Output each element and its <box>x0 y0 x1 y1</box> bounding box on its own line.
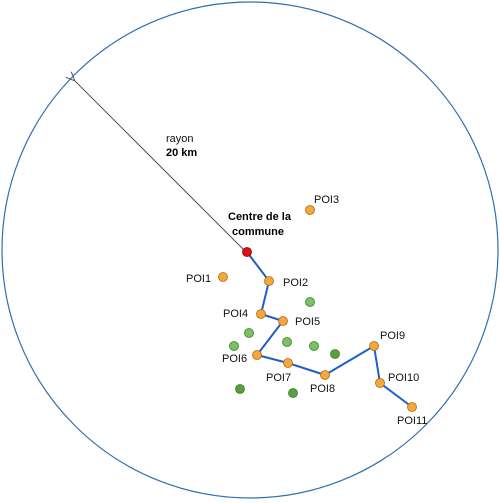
poi2-label: POI2 <box>283 277 308 289</box>
poi11-label: POI11 <box>397 415 427 427</box>
poi10-label: POI10 <box>388 372 419 384</box>
poi9-label: POI9 <box>380 330 405 342</box>
poi6-marker <box>252 350 262 360</box>
green-point <box>244 328 254 338</box>
poi11-marker <box>407 402 417 412</box>
poi5-marker <box>278 316 288 326</box>
green-point <box>235 384 245 394</box>
green-point <box>288 388 298 398</box>
poi5-label: POI5 <box>295 316 320 328</box>
poi3-marker <box>305 205 315 215</box>
poi1-label: POI1 <box>186 273 211 285</box>
green-point <box>305 297 315 307</box>
poi10-marker <box>375 378 385 388</box>
green-point <box>309 341 319 351</box>
green-point <box>330 349 340 359</box>
radius-arrow <box>74 80 245 251</box>
poi9-marker <box>369 341 379 351</box>
radius-value: 20 km <box>166 147 197 159</box>
poi1-marker <box>218 272 228 282</box>
center-label-line1: Centre de la <box>228 211 292 223</box>
poi2-marker <box>264 276 274 286</box>
route-line <box>246 251 413 408</box>
poi8-label: POI8 <box>310 383 335 395</box>
center-label-line2: commune <box>232 226 284 238</box>
poi3-label: POI3 <box>314 194 339 206</box>
poi7-label: POI7 <box>266 372 291 384</box>
poi8-marker <box>320 370 330 380</box>
green-point <box>229 341 239 351</box>
poi4-marker <box>256 309 266 319</box>
poi4-label: POI4 <box>223 308 248 320</box>
poi6-label: POI6 <box>222 353 247 365</box>
poi-markers <box>218 205 417 412</box>
radius-label: rayon <box>166 133 194 145</box>
commune-center-marker <box>242 247 252 257</box>
green-points <box>229 297 340 398</box>
green-point <box>282 337 292 347</box>
poi7-marker <box>283 358 293 368</box>
